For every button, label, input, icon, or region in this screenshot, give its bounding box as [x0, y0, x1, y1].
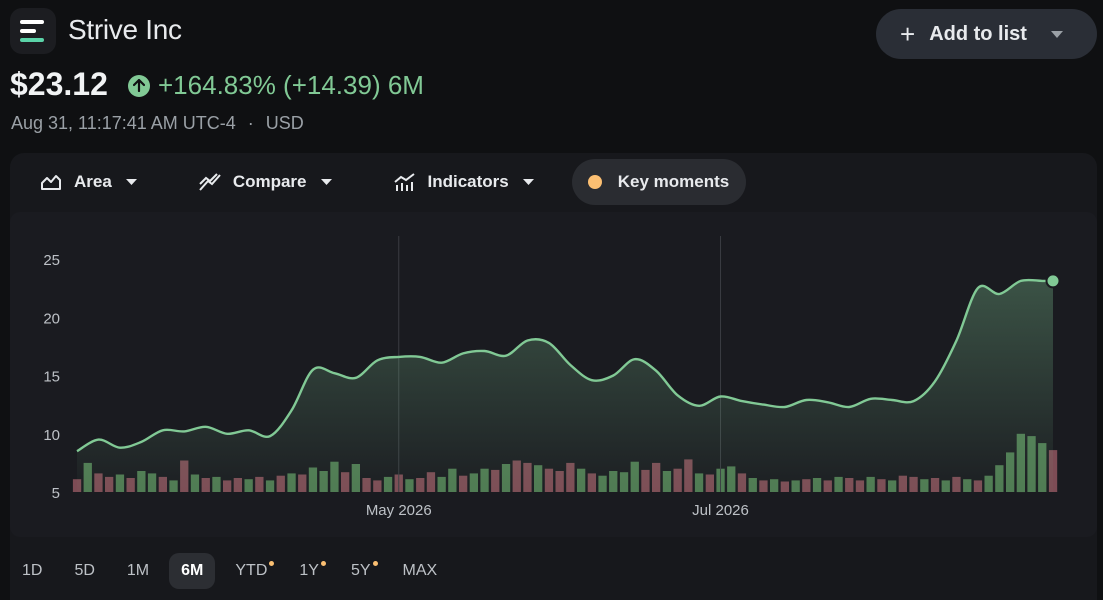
- key-moments-label: Key moments: [617, 172, 730, 191]
- chevron-down-icon: [125, 179, 137, 185]
- volume-bar: [1048, 450, 1058, 492]
- indicators-icon: [393, 173, 415, 191]
- current-price: $23.12: [10, 66, 108, 102]
- range-1m-button[interactable]: 1M: [115, 553, 161, 589]
- company-name: Strive Inc: [68, 14, 182, 45]
- range-1y-button[interactable]: 1Y: [287, 553, 331, 589]
- current-price-marker: [1045, 273, 1061, 289]
- add-to-list-button[interactable]: + Add to list: [876, 9, 1097, 59]
- tool-label-area: Area: [74, 172, 112, 191]
- app-logo: [10, 8, 56, 54]
- arrow-up-icon: [128, 74, 150, 97]
- y-tick-label: 5: [52, 485, 60, 502]
- range-6m-button[interactable]: 6M: [169, 553, 216, 589]
- chart-area[interactable]: 25 20 15 10 5 May 2026 Jul 2026: [10, 212, 1097, 537]
- area-chart-icon: [41, 175, 61, 190]
- x-tick-label: May 2026: [366, 502, 432, 519]
- range-label: MAX: [402, 562, 438, 579]
- currency: USD: [265, 113, 304, 133]
- range-label: 1M: [126, 562, 150, 579]
- add-to-list-label: Add to list: [929, 22, 1027, 45]
- chevron-down-icon: [1050, 30, 1063, 38]
- range-label: 5D: [74, 562, 95, 579]
- separator-dot: ·: [247, 113, 254, 133]
- key-moments-dot-icon: [587, 175, 602, 189]
- chevron-down-icon: [522, 179, 534, 185]
- range-label: 1D: [22, 562, 43, 579]
- plus-icon: +: [900, 19, 916, 49]
- price-area-fill: [77, 279, 1053, 492]
- y-tick-label: 25: [43, 252, 60, 269]
- key-moment-badge-icon: [320, 561, 326, 566]
- price-change: +164.83% (+14.39) 6M: [128, 70, 430, 101]
- y-tick-label: 20: [43, 310, 60, 327]
- x-tick-label: Jul 2026: [692, 502, 749, 519]
- range-5y-button[interactable]: 5Y: [339, 553, 383, 589]
- range-label: 1Y: [299, 562, 319, 579]
- y-tick-label: 10: [43, 427, 60, 444]
- time-range-selector: 1D 5D 1M 6M YTD 1Y 5Y MAX: [10, 548, 457, 594]
- compare-button[interactable]: Compare: [169, 159, 358, 205]
- range-max-button[interactable]: MAX: [391, 553, 450, 589]
- chart-toolbar: Area Compare Indicators Key moments: [10, 153, 1097, 211]
- timestamp: Aug 31, 11:17:41 AM UTC-4: [11, 113, 236, 133]
- price-line: [76, 278, 1053, 453]
- range-5d-button[interactable]: 5D: [62, 553, 106, 589]
- range-label: 6M: [181, 562, 204, 579]
- tool-label-compare: Compare: [232, 172, 307, 191]
- range-1d-button[interactable]: 1D: [10, 553, 54, 589]
- tool-label-indicators: Indicators: [427, 172, 509, 191]
- stock-chart[interactable]: 25 20 15 10 5 May 2026 Jul 2026: [10, 212, 1097, 537]
- chevron-down-icon: [320, 179, 332, 185]
- quote-meta: Aug 31, 11:17:41 AM UTC-4 · USD: [11, 113, 304, 134]
- key-moment-badge-icon: [269, 561, 275, 566]
- key-moment-badge-icon: [372, 561, 378, 566]
- key-moments-toggle[interactable]: Key moments: [571, 159, 747, 205]
- range-ytd-button[interactable]: YTD: [223, 553, 279, 589]
- range-label: YTD: [235, 562, 268, 579]
- compare-icon: [199, 173, 221, 191]
- range-label: 5Y: [350, 562, 371, 579]
- logo-icon: [20, 20, 44, 42]
- indicators-button[interactable]: Indicators: [364, 159, 560, 205]
- y-tick-label: 15: [43, 369, 60, 386]
- chart-type-area-button[interactable]: Area: [10, 159, 163, 205]
- price-change-text: +164.83% (+14.39) 6M: [158, 70, 424, 100]
